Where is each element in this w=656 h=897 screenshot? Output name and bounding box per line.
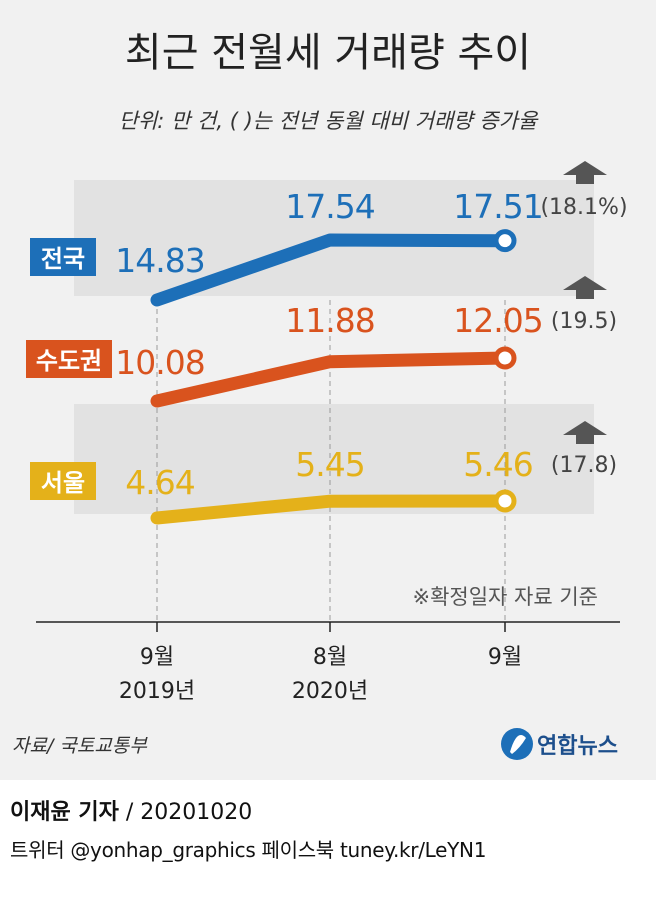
- value-label-0-2: 17.51: [453, 187, 542, 226]
- legend-box-1: [26, 340, 112, 378]
- credit-social: 트위터 @yonhap_graphics 페이스북 tuney.kr/LeYN1: [10, 838, 487, 862]
- legend-box-0: [30, 238, 96, 276]
- legend-label-1: 수도권: [36, 347, 102, 375]
- value-label-1-1: 11.88: [285, 301, 374, 340]
- legend-box-2: [30, 462, 96, 500]
- value-label-1-2: 12.05: [453, 301, 542, 340]
- value-label-2-1: 5.45: [295, 445, 364, 484]
- line-chart: 최근 전월세 거래량 추이 단위: 만 건, ( )는 전년 동월 대비 거래량…: [12, 30, 628, 760]
- end-marker-1: [493, 346, 517, 370]
- chart-subtitle: 단위: 만 건, ( )는 전년 동월 대비 거래량 증가율: [119, 109, 539, 133]
- x-year-label-1: 2020년: [292, 679, 368, 704]
- legend-label-0: 전국: [41, 245, 85, 273]
- logo-text: 연합뉴스: [537, 733, 618, 759]
- end-marker-0: [493, 229, 517, 253]
- value-label-1-0: 10.08: [115, 343, 204, 382]
- up-arrow-icon-1: [563, 276, 607, 299]
- series-line-0: [150, 233, 512, 307]
- end-marker-2: [493, 489, 517, 513]
- legend-label-2: 서울: [41, 469, 85, 497]
- value-label-0-0: 14.83: [115, 241, 204, 280]
- credit-date: / 20201020: [118, 800, 253, 825]
- up-arrow-icon-2: [563, 421, 607, 444]
- value-label-2-2: 5.46: [463, 445, 532, 484]
- x-month-label-0: 9월: [140, 645, 174, 670]
- x-axis-labels: 9월 2019년 8월 2020년 9월: [119, 645, 522, 704]
- series-1: 수도권 10.08 11.88 12.05 (19.5): [26, 276, 617, 408]
- series-2: 서울 4.64 5.45 5.46 (17.8): [30, 421, 617, 525]
- up-arrow-icon-0: [563, 161, 607, 184]
- x-axis-ticks: [156, 622, 506, 632]
- credit-bar: 이재윤 기자 / 20201020 트위터 @yonhap_graphics 페…: [0, 780, 656, 897]
- growth-label-1: (19.5): [551, 309, 617, 334]
- chart-title: 최근 전월세 거래량 추이: [125, 30, 531, 76]
- growth-label-0: (18.1%): [540, 195, 627, 220]
- series-line-2: [150, 494, 512, 525]
- yonhap-logo: 연합뉴스: [501, 728, 618, 760]
- series-layer: 전국 14.83 17.54 17.51(18.1%) 수도권 10.08 11.88 12.…: [26, 161, 628, 525]
- footnote: ※확정일자 자료 기준: [412, 585, 598, 609]
- x-month-label-1: 8월: [313, 645, 347, 670]
- series-line-1: [150, 351, 512, 408]
- value-label-2-0: 4.64: [125, 463, 194, 502]
- infographic: 최근 전월세 거래량 추이 단위: 만 건, ( )는 전년 동월 대비 거래량…: [0, 0, 656, 780]
- logo-swoosh-icon: [510, 735, 526, 754]
- series-0: 전국 14.83 17.54 17.51(18.1%): [30, 161, 628, 307]
- x-year-label-0: 2019년: [119, 679, 195, 704]
- credit-author-line: 이재윤 기자 / 20201020: [10, 794, 252, 826]
- author-name: 이재윤 기자: [10, 800, 119, 825]
- x-month-label-2: 9월: [488, 645, 522, 670]
- source-label: 자료/ 국토교통부: [12, 735, 148, 757]
- growth-label-2: (17.8): [551, 453, 617, 478]
- value-label-0-1: 17.54: [285, 187, 374, 226]
